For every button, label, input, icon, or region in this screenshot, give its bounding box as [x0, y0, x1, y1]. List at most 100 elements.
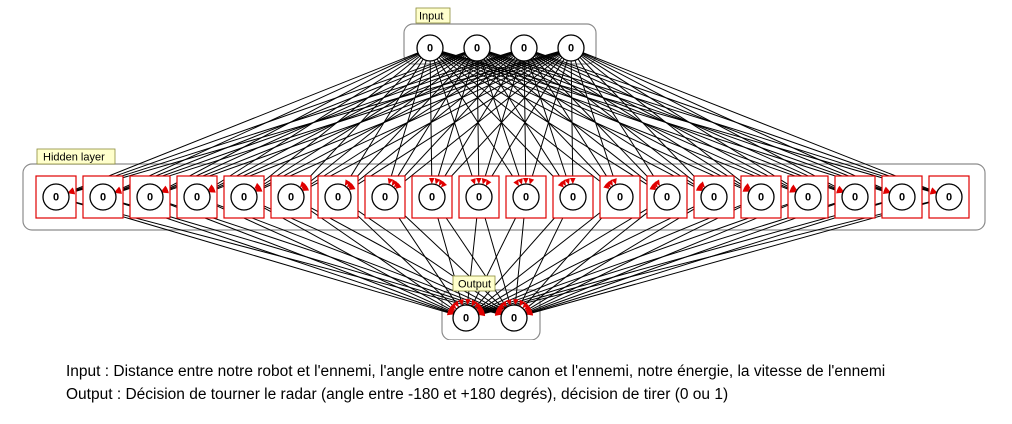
hidden-neuron: 0 [747, 183, 775, 211]
hidden-neuron-value: 0 [53, 192, 59, 204]
hidden-neuron: 0 [324, 183, 352, 211]
hidden-neuron-circle [465, 183, 493, 211]
input-hidden-edge [68, 51, 465, 194]
edge-arrowhead [517, 178, 523, 185]
edge-arrowhead [302, 185, 310, 191]
hidden-output-edge [478, 200, 796, 315]
edge-arrowhead [478, 310, 486, 317]
hidden-neuron-circle [559, 183, 587, 211]
hidden-neuron-value: 0 [147, 192, 153, 204]
hidden-neuron: 0 [512, 183, 540, 211]
hidden-neuron-circle [418, 183, 446, 211]
output-neuron: 0 [500, 304, 528, 332]
input-hidden-edge [348, 54, 561, 191]
neurons: 0 0 0 0 0 0 0 0 0 0 0 0 0 0 0 0 0 0 0 0 0 0 0 0 0 0 [42, 34, 963, 332]
input-hidden-edge [579, 57, 706, 188]
edge-arrowhead [481, 178, 488, 185]
input-neuron-circle [463, 34, 491, 62]
hidden-neuron-value: 0 [946, 192, 952, 204]
hidden-neuron-circle [606, 183, 634, 211]
hidden-neuron-circle [794, 183, 822, 211]
edge-arrowheads [68, 177, 937, 317]
input-hidden-edge [574, 60, 617, 185]
edge-arrowhead [569, 177, 576, 185]
hidden-output-edge [161, 201, 455, 314]
hidden-output-edge [478, 200, 843, 315]
input-hidden-edge [440, 57, 563, 188]
hidden-neuron-value: 0 [100, 192, 106, 204]
neural-network-diagram: 0 0 0 0 0 0 0 0 0 0 0 0 0 0 0 0 0 0 0 0 0 0 0 0 0 0 Input Hidden … [22, 7, 986, 340]
hidden-output-edge [391, 207, 460, 308]
output-layer-label: Output [458, 279, 491, 291]
input-hidden-edge [255, 52, 560, 193]
hidden-output-edge [476, 203, 657, 312]
edge-arrowhead [607, 179, 613, 187]
hidden-neuron: 0 [136, 183, 164, 211]
input-hidden-edge [68, 51, 512, 194]
hidden-neuron: 0 [230, 183, 258, 211]
hidden-neuron-circle [653, 183, 681, 211]
edge-arrowhead [883, 186, 891, 192]
hidden-neuron: 0 [277, 183, 305, 211]
input-hidden-edge [582, 53, 844, 192]
edge-arrowhead [522, 177, 529, 185]
edge-arrowhead [471, 299, 477, 307]
edge-arrowhead [930, 187, 937, 193]
hidden-neuron-circle [136, 183, 164, 211]
edge-arrowhead [209, 187, 216, 193]
hidden-neuron-value: 0 [382, 192, 388, 204]
hidden-output-edge [301, 203, 456, 312]
connection-edges [67, 51, 938, 316]
edge-arrowhead [387, 178, 394, 185]
hidden-neuron-circle [700, 183, 728, 211]
edge-arrowhead [453, 300, 459, 308]
hidden-layer-tag: Hidden layer [36, 148, 116, 165]
input-neuron: 0 [557, 34, 585, 62]
input-neuron-value: 0 [521, 43, 527, 55]
edge-arrowhead [564, 178, 570, 185]
hidden-neuron: 0 [559, 183, 587, 211]
edge-arrowhead [654, 179, 660, 187]
hidden-neuron: 0 [935, 183, 963, 211]
hidden-neuron-circle [888, 183, 916, 211]
hidden-output-edge [475, 204, 611, 311]
hidden-output-edge [526, 200, 937, 315]
hidden-neuron-value: 0 [758, 192, 764, 204]
input-hidden-edge [394, 55, 562, 190]
hidden-neuron-value: 0 [617, 192, 623, 204]
input-hidden-edge [208, 52, 560, 193]
hidden-neuron-circle [371, 183, 399, 211]
edge-arrowhead [450, 302, 457, 310]
hidden-neuron-circle [42, 183, 70, 211]
hidden-output-edge [255, 202, 455, 313]
input-hidden-edge [302, 53, 560, 192]
hidden-output-edge [477, 201, 750, 314]
hidden-neuron-value: 0 [805, 192, 811, 204]
input-neuron: 0 [463, 34, 491, 62]
input-hidden-edge [582, 52, 891, 193]
input-hidden-edge [115, 51, 559, 194]
output-caption: Output : Décision de tourner le radar (a… [66, 386, 729, 403]
edge-arrowhead [790, 184, 797, 191]
hidden-neuron: 0 [653, 183, 681, 211]
edge-arrowhead [513, 298, 519, 306]
hidden-neuron: 0 [606, 183, 634, 211]
input-neuron-value: 0 [568, 43, 574, 55]
edge-arrowhead [498, 302, 505, 310]
edge-arrowhead [506, 298, 512, 306]
edge-arrowhead [162, 188, 169, 194]
output-neuron-circle [452, 304, 480, 332]
edge-arrowhead [603, 183, 610, 189]
input-hidden-edge [580, 55, 752, 190]
input-neuron-circle [510, 34, 538, 62]
hidden-output-edge [347, 205, 457, 310]
edge-arrowhead [526, 310, 534, 316]
input-neuron: 0 [510, 34, 538, 62]
hidden-neuron: 0 [183, 183, 211, 211]
hidden-output-edge [478, 199, 890, 316]
edge-arrowhead [434, 178, 441, 185]
edge-arrowhead [744, 183, 751, 189]
edge-arrowhead [344, 179, 351, 186]
edge-arrowhead [458, 298, 464, 306]
edge-arrowhead [438, 179, 445, 186]
